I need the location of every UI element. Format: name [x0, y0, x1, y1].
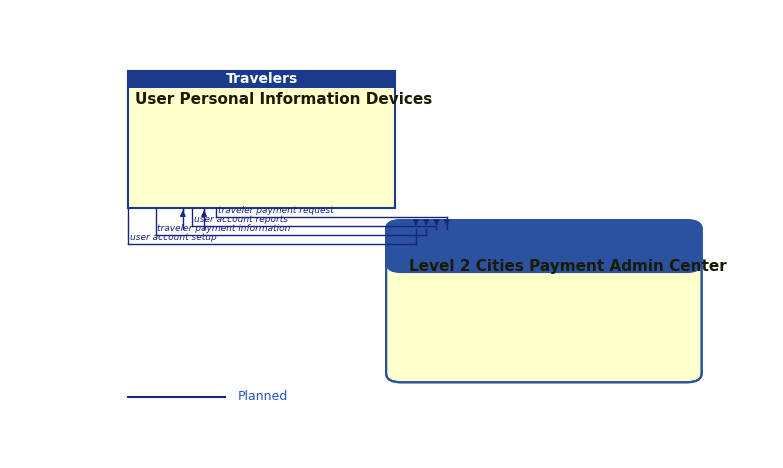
FancyBboxPatch shape	[386, 220, 702, 273]
Text: traveler payment information: traveler payment information	[157, 224, 290, 233]
Bar	[128, 71, 395, 207]
Text: user account reports: user account reports	[193, 215, 288, 224]
Bar	[406, 249, 682, 264]
Text: traveler payment request: traveler payment request	[218, 206, 334, 215]
Bar	[128, 71, 395, 88]
Text: User Personal Information Devices: User Personal Information Devices	[135, 92, 433, 107]
Text: Travelers: Travelers	[226, 73, 298, 87]
Text: user account setup: user account setup	[130, 233, 217, 242]
FancyBboxPatch shape	[386, 220, 702, 382]
Text: Planned: Planned	[237, 390, 287, 403]
Text: Level 2 Cities Payment Admin Center: Level 2 Cities Payment Admin Center	[409, 259, 727, 274]
